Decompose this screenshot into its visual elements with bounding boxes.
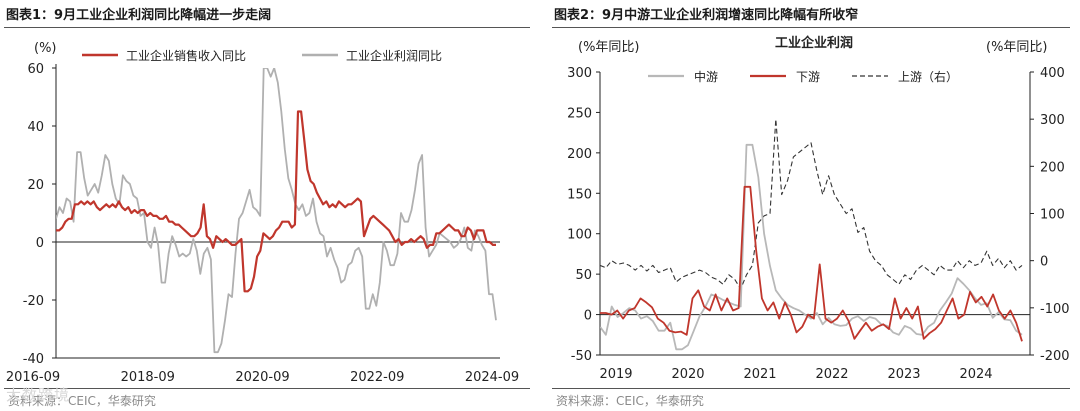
chart-2-y-tick-label: 50 [575,268,592,283]
chart-2-x-tick-label: 2022 [815,367,848,382]
chart-1-y-tick-label: -40 [23,352,44,367]
chart-1-x-tick-label: 2022-09 [350,370,404,385]
chart-1-series-profit [56,68,497,354]
chart-1-y-tick-label: 60 [27,62,44,77]
chart-2-legend-label-mid: 中游 [694,69,718,84]
chart-2-x-tick-label: 2024 [959,367,992,382]
watermark: 大数跨境 [6,386,71,404]
chart-1-svg: -40 -20 0 20 40 60 (%) 2016-09 2018-09 2020-09 202… [6,41,519,385]
chart-2-y-tick-label: 200 [567,147,592,162]
chart-1-series-income [56,110,496,293]
chart-2-y-right-tick-label: 400 [1040,66,1065,81]
chart-2-y-right-tick-label: 100 [1040,208,1065,223]
chart-2-y-label-right: (%年同比) [986,40,1048,55]
chart-1-y-tick-label: 0 [36,236,44,251]
chart-2-subtitle: 工业企业利润 [775,35,853,51]
chart-2-y-right-tick-label: 0 [1040,255,1048,270]
chart-2-source: 资料来源：CEIC，华泰研究 [556,394,704,408]
chart-2-y-tick-label: 150 [567,187,592,202]
chart-1-top-rule [4,27,530,28]
chart-1-y-tick-label: 20 [27,178,44,193]
chart-2-top-rule [552,27,1070,28]
chart-1-x-tick-label: 2024-09 [465,370,519,385]
chart-2-x-tick-label: 2023 [887,367,920,382]
chart-2-x-tick-label: 2021 [743,367,776,382]
chart-2-y-right-tick-label: 200 [1040,160,1065,175]
chart-2-y-tick-label: 100 [567,228,592,243]
chart-2-series-downstream [600,185,1023,342]
chart-1-y-tick-label: 40 [27,120,44,135]
chart-1-legend-label-profit: 工业企业利润同比 [346,48,442,63]
chart-panel-2: 图表2：9月中游工业企业利润增速同比降幅有所收窄 -50 0 50 100 150 200… [548,0,1080,411]
chart-2-y-tick-label: -50 [571,349,592,364]
chart-1-x-tick-label: 2016-09 [6,370,60,385]
chart-1-x-tick-label: 2020-09 [235,370,289,385]
chart-2-x-tick-label: 2020 [671,367,704,382]
chart-2-svg: -50 0 50 100 150 200 250 300 -200 -100 0 100 200 300 4… [567,35,1070,382]
chart-2-legend-label-up: 上游（右） [898,69,958,84]
chart-2-y-right-tick-label: -200 [1040,349,1070,364]
chart-1-bottom-rule [4,388,530,389]
chart-1-x-tick-label: 2018-09 [121,370,175,385]
chart-2-y-label-left: (%年同比) [578,40,640,55]
chart-2-y-right-tick-label: -100 [1040,302,1070,317]
chart-2-y-tick-label: 250 [567,106,592,121]
chart-2-title: 图表2：9月中游工业企业利润增速同比降幅有所收窄 [554,8,859,23]
chart-2-series-upstream [600,118,1023,290]
chart-1-title: 图表1：9月工业企业利润同比降幅进一步走阔 [6,8,272,23]
chart-1-y-label: (%) [34,41,57,56]
chart-2-series-midstream [600,143,1023,351]
chart-panel-1: 图表1：9月工业企业利润同比降幅进一步走阔 -40 -20 0 20 40 60 (%) 20… [4,8,530,408]
chart-2-y-tick-label: 300 [567,66,592,81]
chart-2-y-right-tick-label: 300 [1040,113,1065,128]
chart-2-bottom-rule [552,388,1070,389]
chart-1-series-group [56,68,497,354]
chart-2-y-tick-label: 0 [584,309,592,324]
chart-2-series-group [600,118,1023,351]
chart-2-legend-label-down: 下游 [796,70,820,84]
chart-1-source: 资料来源：CEIC，华泰研究 [8,394,156,408]
chart-2-x-tick-label: 2019 [599,367,632,382]
chart-1-y-tick-label: -20 [23,294,44,309]
chart-1-legend-label-income: 工业企业销售收入同比 [126,48,246,63]
